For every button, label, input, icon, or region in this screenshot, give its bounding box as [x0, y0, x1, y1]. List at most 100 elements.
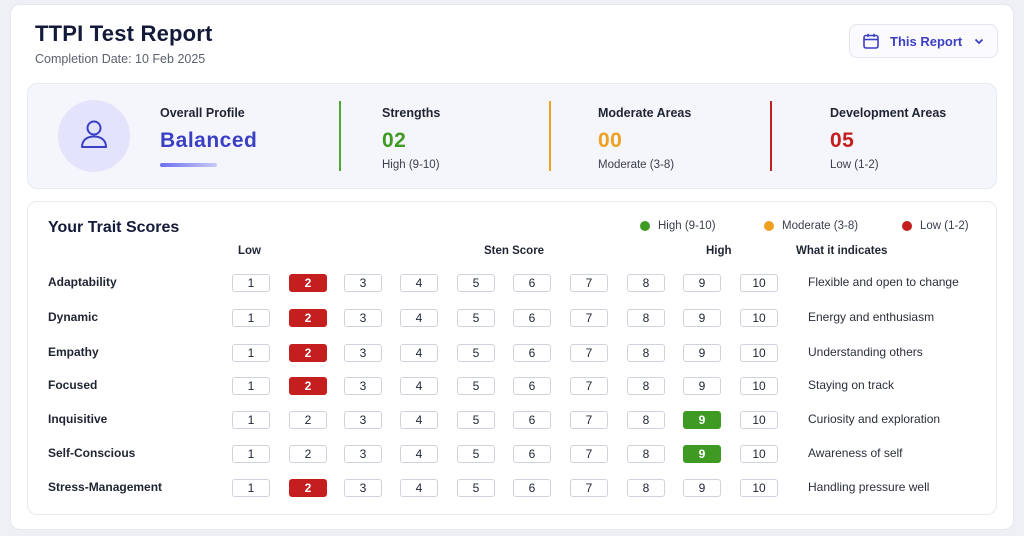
- sten-score-cell: 2: [289, 377, 327, 395]
- sten-score-cell: 2: [289, 309, 327, 327]
- sten-score-cell: 2: [289, 411, 327, 429]
- trait-name: Dynamic: [48, 310, 99, 324]
- legend-moderate-dot: [764, 221, 774, 231]
- sten-score-cell: 10: [740, 445, 778, 463]
- legend-moderate-label: Moderate (3-8): [782, 220, 859, 232]
- col-high: High: [706, 245, 732, 257]
- trait-name: Inquisitive: [48, 412, 108, 426]
- sten-score-cell: 3: [344, 445, 382, 463]
- summary-card: Overall Profile Balanced Strengths 02 Hi…: [27, 83, 997, 189]
- strengths-value: 02: [382, 129, 407, 152]
- sten-score-cell: 1: [232, 344, 270, 362]
- sten-score-cell: 2: [289, 344, 327, 362]
- sten-score-cell: 10: [740, 344, 778, 362]
- report-selector-label: This Report: [890, 33, 963, 49]
- sten-score-cell: 3: [344, 411, 382, 429]
- sten-score-cell: 1: [232, 479, 270, 497]
- sten-score-cell: 6: [513, 445, 551, 463]
- profile-value: Balanced: [160, 129, 258, 152]
- sten-score-cell: 9: [683, 479, 721, 497]
- trait-name: Focused: [48, 378, 98, 392]
- sten-score-cell: 10: [740, 377, 778, 395]
- sten-score-cell: 1: [232, 411, 270, 429]
- development-value: 05: [830, 129, 855, 152]
- trait-indicates: Staying on track: [808, 378, 895, 392]
- sten-score-cell: 8: [627, 411, 665, 429]
- col-what-it-indicates: What it indicates: [796, 245, 888, 257]
- sten-score-cell: 1: [232, 309, 270, 327]
- sten-score-cell: 8: [627, 445, 665, 463]
- legend-high-label: High (9-10): [658, 220, 716, 232]
- sten-score-cell: 10: [740, 411, 778, 429]
- profile-indicator-bar: [160, 163, 217, 167]
- report-selector-button[interactable]: This Report: [849, 24, 998, 58]
- legend-high-dot: [640, 221, 650, 231]
- strengths-divider: [339, 101, 341, 171]
- sten-score-cell: 5: [457, 274, 495, 292]
- trait-name: Stress-Management: [48, 480, 163, 494]
- avatar: [58, 100, 130, 172]
- sten-score-cell: 4: [400, 377, 438, 395]
- sten-score-cell: 7: [570, 274, 608, 292]
- sten-score-cell: 9: [683, 377, 721, 395]
- development-divider: [770, 101, 772, 171]
- sten-score-cell: 7: [570, 309, 608, 327]
- sten-score-cell: 7: [570, 411, 608, 429]
- sten-score-cell: 5: [457, 344, 495, 362]
- sten-score-cell: 9: [683, 445, 721, 463]
- trait-name: Adaptability: [48, 275, 117, 289]
- sten-score-cell: 8: [627, 309, 665, 327]
- sten-score-cell: 2: [289, 479, 327, 497]
- trait-name: Self-Conscious: [48, 446, 136, 460]
- trait-indicates: Curiosity and exploration: [808, 412, 941, 426]
- sten-score-cell: 4: [400, 479, 438, 497]
- sten-score-cell: 7: [570, 377, 608, 395]
- sten-score-cell: 4: [400, 274, 438, 292]
- sten-score-cell: 3: [344, 309, 382, 327]
- legend-moderate: Moderate (3-8): [764, 220, 858, 232]
- sten-score-cell: 8: [627, 377, 665, 395]
- table-row: Inquisitive 1 2 3 4 5 6 7 8 9 10 Curiosity and expl…: [28, 409, 998, 431]
- table-row: Empathy 1 2 3 4 5 6 7 8 9 10 Understanding others: [28, 342, 998, 364]
- chevron-down-icon: [973, 35, 985, 47]
- table-row: Stress-Management 1 2 3 4 5 6 7 8 9 10 Handling pre…: [28, 477, 998, 499]
- sten-score-cell: 8: [627, 344, 665, 362]
- trait-indicates: Energy and enthusiasm: [808, 310, 935, 324]
- trait-scores-title: Your Trait Scores: [48, 219, 180, 236]
- sten-score-cell: 5: [457, 445, 495, 463]
- table-row: Focused 1 2 3 4 5 6 7 8 9 10 Staying on track: [28, 375, 998, 397]
- sten-score-cell: 3: [344, 274, 382, 292]
- development-sub: Low (1-2): [830, 159, 879, 171]
- sten-score-cell: 7: [570, 445, 608, 463]
- report-page: TTPI Test Report Completion Date: 10 Feb…: [10, 4, 1014, 530]
- sten-score-cell: 3: [344, 344, 382, 362]
- table-row: Adaptability 1 2 3 4 5 6 7 8 9 10 Flexible and open…: [28, 272, 998, 294]
- development-label: Development Areas: [830, 106, 947, 120]
- sten-score-cell: 7: [570, 344, 608, 362]
- completion-date: Completion Date: 10 Feb 2025: [35, 52, 206, 66]
- trait-indicates: Understanding others: [808, 345, 923, 359]
- trait-scores-card: Your Trait Scores High (9-10) Moderate (…: [27, 201, 997, 515]
- sten-score-cell: 1: [232, 377, 270, 395]
- sten-score-cell: 8: [627, 479, 665, 497]
- legend-low-dot: [902, 221, 912, 231]
- sten-score-cell: 5: [457, 377, 495, 395]
- col-sten-score: Sten Score: [484, 245, 545, 257]
- sten-score-cell: 4: [400, 344, 438, 362]
- moderate-sub: Moderate (3-8): [598, 159, 675, 171]
- table-row: Dynamic 1 2 3 4 5 6 7 8 9 10 Energy and enthusiasm: [28, 307, 998, 329]
- legend-low-label: Low (1-2): [920, 220, 969, 232]
- sten-score-cell: 8: [627, 274, 665, 292]
- sten-score-cell: 4: [400, 445, 438, 463]
- sten-score-cell: 2: [289, 274, 327, 292]
- moderate-value: 00: [598, 129, 623, 152]
- sten-score-cell: 5: [457, 309, 495, 327]
- strengths-sub: High (9-10): [382, 159, 440, 171]
- calendar-icon: [862, 32, 880, 50]
- trait-name: Empathy: [48, 345, 99, 359]
- sten-score-cell: 5: [457, 411, 495, 429]
- sten-score-cell: 1: [232, 274, 270, 292]
- trait-indicates: Flexible and open to change: [808, 275, 959, 289]
- sten-score-cell: 3: [344, 377, 382, 395]
- trait-indicates: Handling pressure well: [808, 480, 930, 494]
